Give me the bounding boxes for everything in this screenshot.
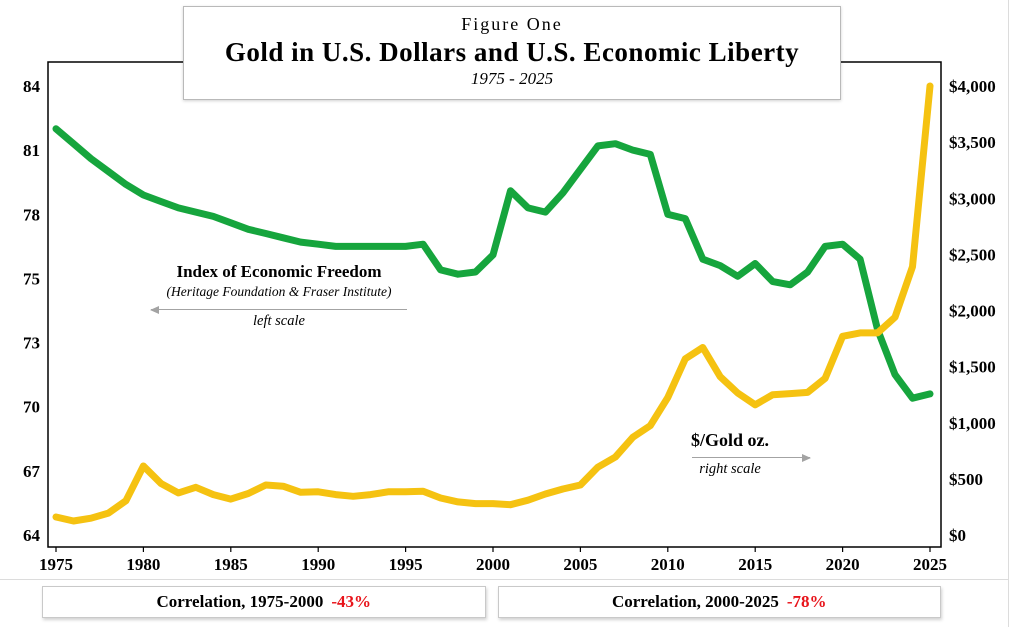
correlation-value: -43%	[331, 592, 371, 611]
y-axis-left-tick-label: 81	[23, 141, 40, 160]
y-axis-left-tick-label: 67	[23, 462, 41, 481]
vertical-divider	[1008, 0, 1009, 627]
y-axis-right-tick-label: $3,500	[949, 133, 996, 152]
y-axis-left-tick-label: 70	[23, 398, 40, 417]
right-arrow-icon	[692, 453, 811, 462]
left-arrow-icon	[150, 305, 407, 314]
y-axis-left-tick-label: 75	[23, 269, 40, 288]
freedom-annotation-title: Index of Economic Freedom	[176, 262, 382, 281]
freedom-series-annotation: Index of Economic Freedom (Heritage Foun…	[118, 262, 440, 330]
y-axis-right-tick-label: $4,000	[949, 77, 996, 96]
freedom-annotation-subtitle: (Heritage Foundation & Fraser Institute)	[166, 284, 392, 299]
y-axis-right-tick-label: $1,500	[949, 358, 996, 377]
correlation-label: Correlation, 1975-2000	[156, 592, 324, 611]
correlation-value: -78%	[786, 592, 827, 611]
gold-line	[52, 82, 934, 525]
gold-scale-note: right scale	[699, 461, 761, 477]
y-axis-left-tick-label: 78	[23, 205, 40, 224]
figure-title-box: Figure One Gold in U.S. Dollars and U.S.…	[183, 6, 841, 100]
x-axis-tick-label: 1975	[39, 555, 73, 574]
y-axis-right-tick-label: $1,000	[949, 414, 996, 433]
x-axis-tick-label: 1985	[214, 555, 248, 574]
gold-annotation-title: $/Gold oz.	[690, 430, 769, 450]
x-axis-tick-label: 1980	[126, 555, 160, 574]
x-axis-tick-label: 2025	[913, 555, 947, 574]
y-axis-right-tick-label: $3,000	[949, 189, 996, 208]
y-axis-left-tick-label: 64	[23, 526, 41, 545]
figure-label: Figure One	[461, 14, 563, 34]
correlation-box-1975-2000: Correlation, 1975-2000 -43%	[42, 586, 486, 618]
y-axis-right-tick-label: $500	[949, 470, 983, 489]
gold-series-annotation: $/Gold oz. right scale	[630, 430, 830, 478]
correlation-box-2000-2025: Correlation, 2000-2025 -78%	[497, 586, 941, 618]
y-axis-right-tick-label: $0	[949, 526, 966, 545]
y-axis-right-tick-label: $2,500	[949, 245, 996, 264]
chart-title: Gold in U.S. Dollars and U.S. Economic L…	[224, 37, 800, 67]
x-axis-tick-label: 2005	[563, 555, 597, 574]
freedom-line	[52, 125, 934, 402]
correlation-label: Correlation, 2000-2025	[611, 592, 779, 611]
x-axis-tick-label: 1995	[389, 555, 423, 574]
x-axis-tick-label: 2000	[476, 555, 510, 574]
x-axis-tick-label: 2010	[651, 555, 685, 574]
correlation-row: Correlation, 1975-2000 -43% Correlation,…	[42, 586, 941, 618]
horizontal-divider	[0, 579, 1009, 580]
y-axis-right-tick-label: $2,000	[949, 302, 996, 321]
y-axis-left-tick-label: 73	[23, 334, 40, 353]
x-axis-tick-label: 1990	[301, 555, 335, 574]
freedom-scale-note: left scale	[253, 313, 305, 329]
chart-subtitle: 1975 - 2025	[470, 69, 554, 88]
x-axis-tick-label: 2015	[738, 555, 772, 574]
x-axis-tick-label: 2020	[826, 555, 860, 574]
y-axis-left-tick-label: 84	[23, 77, 41, 96]
